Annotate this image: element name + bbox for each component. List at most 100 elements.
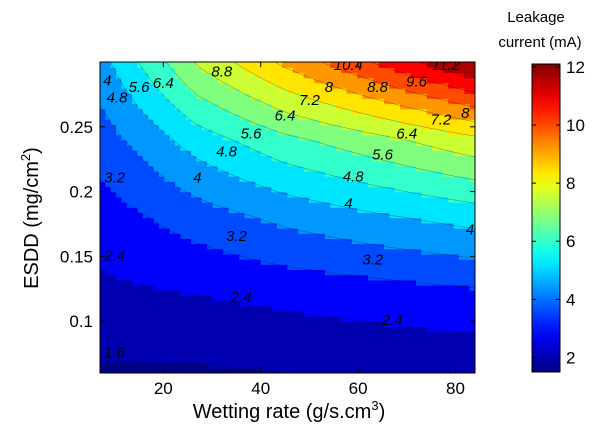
contour-band-cell <box>126 341 133 348</box>
contour-band-cell <box>400 284 407 291</box>
contour-band-cell <box>448 274 455 281</box>
contour-band-cell <box>378 196 385 203</box>
contour-band-cell <box>223 113 230 120</box>
contour-band-cell <box>250 362 257 369</box>
contour-band-cell <box>239 290 246 296</box>
contour-band-cell <box>233 62 240 68</box>
contour-band-cell <box>250 222 257 229</box>
contour-band-cell <box>464 284 471 291</box>
contour-band-cell <box>180 160 187 167</box>
contour-band-cell <box>362 155 369 162</box>
contour-band-cell <box>469 279 475 286</box>
contour-band-cell <box>217 67 224 74</box>
contour-band-cell <box>383 326 390 333</box>
contour-band-cell <box>389 279 396 286</box>
contour-band-cell <box>158 124 165 131</box>
contour-band-cell <box>217 238 224 245</box>
contour-band-cell <box>137 305 144 312</box>
contour-band-cell <box>142 82 149 89</box>
contour-band-cell <box>255 129 262 136</box>
contour-band-cell <box>105 321 112 328</box>
contour-band-cell <box>212 186 219 193</box>
contour-band-cell <box>142 227 149 234</box>
contour-band-cell <box>250 284 257 291</box>
contour-band-cell <box>298 150 305 156</box>
contour-band-cell <box>207 321 214 328</box>
contour-band-cell <box>201 352 208 359</box>
contour-band-cell <box>400 341 407 348</box>
contour-band-cell <box>292 93 299 99</box>
contour-band-cell <box>416 362 423 369</box>
contour-band-cell <box>426 150 433 156</box>
contour-band-cell <box>437 352 444 359</box>
contour-band-cell <box>228 129 235 136</box>
contour-band-cell <box>266 238 273 245</box>
contour-band-cell <box>400 72 407 79</box>
contour-band-cell <box>405 238 412 245</box>
contour-band-cell <box>421 258 428 265</box>
contour-band-cell <box>260 181 267 188</box>
contour-band-cell <box>464 274 471 281</box>
contour-band-cell <box>303 77 310 84</box>
contour-band-cell <box>201 362 208 369</box>
contour-band-cell <box>341 310 348 317</box>
contour-band-cell <box>341 269 348 276</box>
contour-band-cell <box>314 227 321 234</box>
contour-band-cell <box>346 217 353 224</box>
contour-band-cell <box>437 227 444 234</box>
contour-label: 4.8 <box>216 144 238 161</box>
contour-band-cell <box>410 300 417 307</box>
contour-band-cell <box>400 119 407 125</box>
contour-band-cell <box>394 212 401 219</box>
contour-band-cell <box>351 305 358 312</box>
contour-band-cell <box>453 155 460 162</box>
contour-band-cell <box>271 196 278 203</box>
contour-band-cell <box>271 67 278 74</box>
contour-band-cell <box>298 207 305 214</box>
contour-band-cell <box>416 134 423 141</box>
contour-band-cell <box>287 253 294 260</box>
contour-band-cell <box>185 191 192 198</box>
contour-band-cell <box>367 93 374 99</box>
contour-band-cell <box>116 129 123 136</box>
contour-band-cell <box>330 108 337 115</box>
contour-band-cell <box>180 144 187 151</box>
contour-band-cell <box>164 326 171 333</box>
contour-band-cell <box>126 305 133 312</box>
contour-band-cell <box>400 331 407 338</box>
contour-band-cell <box>153 181 160 188</box>
contour-band-cell <box>308 108 315 115</box>
contour-band-cell <box>228 274 235 281</box>
contour-band-cell <box>228 134 235 141</box>
contour-band-cell <box>271 336 278 343</box>
contour-band-cell <box>437 248 444 255</box>
contour-band-cell <box>255 336 262 343</box>
contour-band-cell <box>314 284 321 291</box>
contour-band-cell <box>346 227 353 234</box>
contour-band-cell <box>175 129 182 136</box>
contour-band-cell <box>453 196 460 203</box>
contour-band-cell <box>217 62 224 68</box>
contour-band-cell <box>357 186 364 193</box>
contour-band-cell <box>389 336 396 343</box>
contour-band-cell <box>378 150 385 156</box>
contour-band-cell <box>282 222 289 229</box>
contour-band-cell <box>346 82 353 89</box>
contour-band-cell <box>148 352 155 359</box>
contour-band-cell <box>303 264 310 271</box>
contour-band-cell <box>191 103 198 110</box>
contour-band-cell <box>239 67 246 74</box>
contour-band-cell <box>383 269 390 276</box>
contour-band-cell <box>126 201 133 208</box>
contour-band-cell <box>351 227 358 234</box>
contour-band-cell <box>196 248 203 255</box>
contour-band-cell <box>373 310 380 317</box>
contour-band-cell <box>378 119 385 125</box>
contour-band-cell <box>201 72 208 79</box>
contour-band-cell <box>233 295 240 302</box>
contour-band-cell <box>367 336 374 343</box>
contour-band-cell <box>116 113 123 120</box>
contour-band-cell <box>464 315 471 322</box>
contour-band-cell <box>314 352 321 359</box>
contour-band-cell <box>357 62 364 68</box>
